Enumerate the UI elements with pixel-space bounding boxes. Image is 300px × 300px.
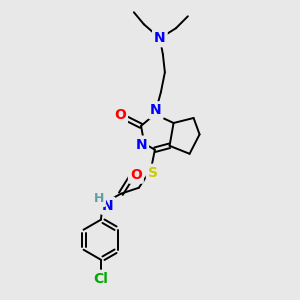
Text: S: S bbox=[148, 166, 158, 180]
Text: H: H bbox=[94, 192, 104, 205]
Text: O: O bbox=[114, 108, 126, 122]
Text: Cl: Cl bbox=[93, 272, 108, 286]
Text: O: O bbox=[130, 168, 142, 182]
Text: N: N bbox=[102, 199, 114, 213]
Text: N: N bbox=[150, 103, 162, 117]
Text: N: N bbox=[154, 31, 166, 45]
Text: N: N bbox=[135, 138, 147, 152]
